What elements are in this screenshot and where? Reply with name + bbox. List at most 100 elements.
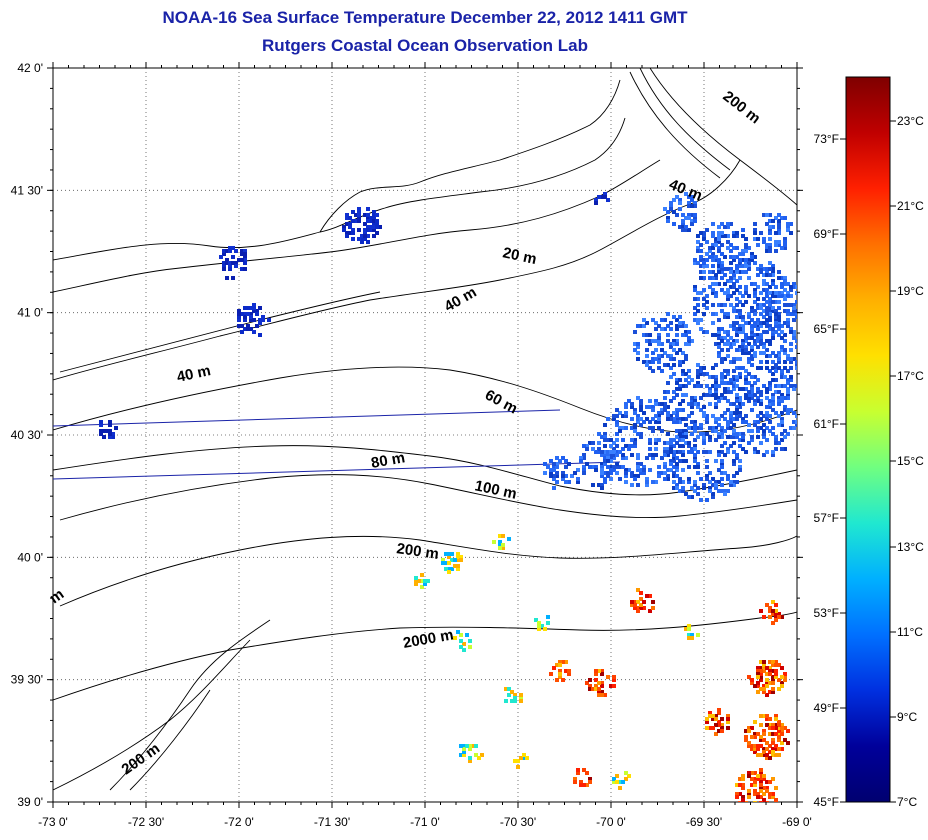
sst-pixel	[732, 327, 736, 331]
sst-pixel	[717, 711, 721, 715]
sst-pixel	[759, 780, 763, 784]
sst-pixel	[363, 231, 367, 235]
sst-pixel	[699, 423, 703, 427]
sst-pixel	[711, 291, 715, 295]
sst-pixel	[738, 414, 742, 418]
sst-pixel	[753, 228, 757, 232]
sst-pixel	[741, 264, 745, 268]
sst-pixel	[594, 201, 598, 205]
sst-pixel	[777, 240, 781, 244]
sst-pixel	[768, 384, 772, 388]
sst-pixel	[231, 246, 235, 250]
sst-pixel	[645, 354, 649, 358]
sst-pixel	[759, 669, 763, 673]
sst-pixel	[780, 675, 784, 679]
sst-pixel	[780, 345, 784, 349]
sst-pixel	[735, 393, 739, 397]
sst-pixel	[804, 357, 808, 361]
sst-pixel	[789, 366, 793, 370]
sst-pixel	[786, 396, 790, 400]
sst-pixel	[750, 408, 754, 412]
sst-pixel	[702, 297, 706, 301]
sst-pixel	[675, 450, 679, 454]
sst-pixel	[648, 594, 652, 598]
sst-pixel	[654, 348, 658, 352]
sst-pixel	[375, 231, 379, 235]
sst-pixel	[768, 213, 772, 217]
sst-pixel	[639, 405, 643, 409]
sst-pixel	[615, 450, 619, 454]
sst-pixel	[522, 753, 526, 757]
sst-pixel	[723, 375, 727, 379]
sst-pixel	[261, 318, 265, 322]
sst-pixel	[681, 489, 685, 493]
sst-pixel	[771, 795, 775, 799]
sst-pixel	[774, 732, 778, 736]
sst-pixel	[792, 384, 796, 388]
sst-pixel	[768, 804, 772, 808]
sst-pixel	[750, 354, 754, 358]
sst-pixel	[261, 315, 265, 319]
sst-pixel	[723, 336, 727, 340]
sst-pixel	[573, 471, 577, 475]
sst-pixel	[771, 621, 775, 625]
lat-label: 42 0'	[17, 61, 43, 75]
sst-pixel	[792, 336, 796, 340]
sst-pixel	[657, 402, 661, 406]
sst-pixel	[735, 339, 739, 343]
sst-pixel	[222, 249, 226, 253]
sst-pixel	[789, 408, 793, 412]
sst-pixel	[780, 246, 784, 250]
sst-pixel	[627, 774, 631, 778]
sst-pixel	[759, 231, 763, 235]
sst-pixel	[768, 414, 772, 418]
sst-pixel	[789, 288, 793, 292]
sst-pixel	[732, 435, 736, 439]
sst-pixel	[729, 255, 733, 259]
sst-pixel	[678, 198, 682, 202]
sst-pixel	[660, 348, 664, 352]
sst-pixel	[600, 195, 604, 199]
sst-pixel	[666, 333, 670, 337]
sst-pixel	[726, 240, 730, 244]
sst-pixel	[672, 420, 676, 424]
sst-pixel	[720, 231, 724, 235]
sst-pixel	[666, 219, 670, 223]
sst-pixel	[771, 432, 775, 436]
sst-pixel	[696, 633, 700, 637]
sst-pixel	[642, 360, 646, 364]
sst-pixel	[735, 456, 739, 460]
sst-pixel	[672, 363, 676, 367]
sst-pixel	[711, 714, 715, 718]
sst-pixel	[732, 369, 736, 373]
sst-pixel	[687, 465, 691, 469]
sst-pixel	[720, 465, 724, 469]
sst-pixel	[690, 405, 694, 409]
sst-pixel	[771, 723, 775, 727]
sst-pixel	[708, 486, 712, 490]
sst-pixel	[366, 225, 370, 229]
sst-pixel	[663, 447, 667, 451]
sst-pixel	[714, 243, 718, 247]
sst-pixel	[753, 354, 757, 358]
sst-pixel	[759, 342, 763, 346]
sst-pixel	[735, 297, 739, 301]
sst-pixel	[705, 228, 709, 232]
sst-pixel	[756, 777, 760, 781]
sst-pixel	[660, 411, 664, 415]
sst-pixel	[711, 234, 715, 238]
sst-pixel	[738, 372, 742, 376]
sst-pixel	[759, 390, 763, 394]
sst-pixel	[783, 435, 787, 439]
sst-pixel	[699, 243, 703, 247]
sst-pixel	[549, 468, 553, 472]
sst-pixel	[603, 477, 607, 481]
sst-pixel	[744, 243, 748, 247]
sst-pixel	[756, 807, 760, 811]
sst-pixel	[606, 471, 610, 475]
sst-pixel	[765, 321, 769, 325]
sst-pixel	[609, 477, 613, 481]
sst-pixel	[774, 609, 778, 613]
sst-pixel	[669, 321, 673, 325]
sst-pixel	[507, 687, 511, 691]
